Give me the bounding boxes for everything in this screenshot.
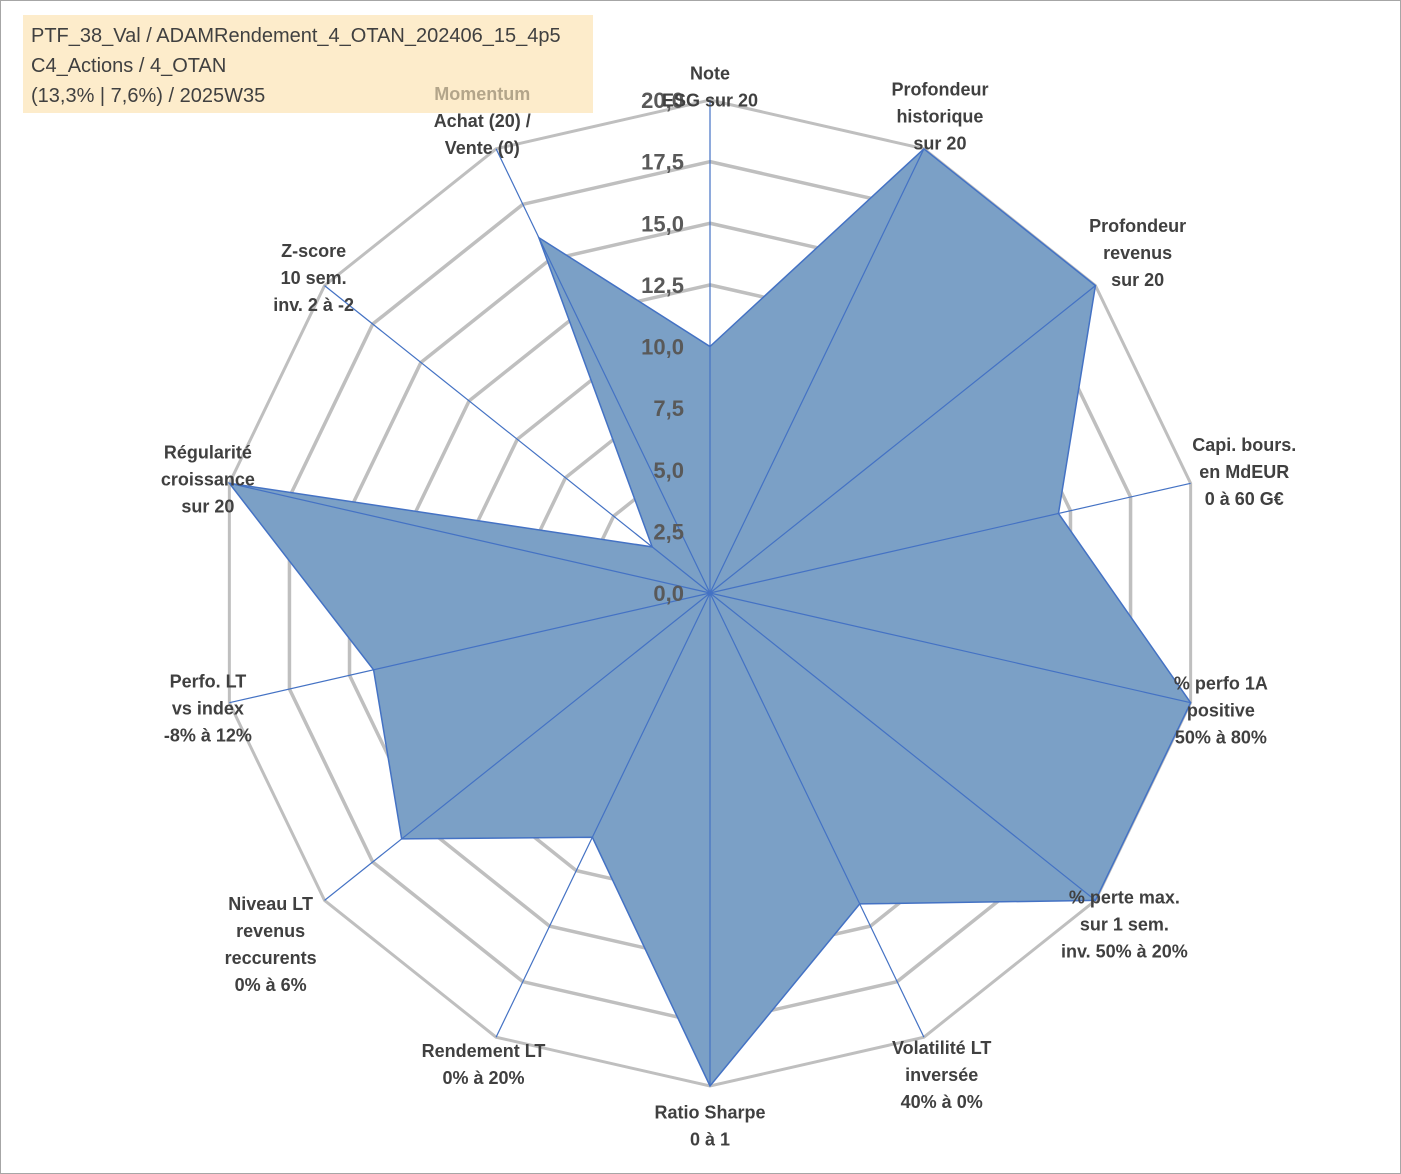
axis-label-line: historique bbox=[896, 106, 983, 126]
axis-label: Volatilité LT inversée 40% à 0% bbox=[892, 1038, 991, 1112]
axis-label-line: -8% à 12% bbox=[164, 726, 252, 746]
axis-label: Capi. bours. en MdEUR 0 à 60 G€ bbox=[1192, 435, 1296, 509]
axis-label-line: inv. 2 à -2 bbox=[273, 295, 354, 315]
axis-label-line: Régularité bbox=[164, 442, 252, 462]
tick-label: 17,5 bbox=[641, 150, 684, 175]
axis-spoke bbox=[709, 148, 925, 594]
info-line-2: C4_Actions / 4_OTAN bbox=[31, 55, 227, 77]
axis-label-line: Profondeur bbox=[1089, 216, 1186, 236]
axis-label-line: inv. 50% à 20% bbox=[1061, 941, 1188, 961]
axis-label-line: Niveau LT bbox=[228, 894, 313, 914]
axis-label: % perfo 1A positive 50% à 80% bbox=[1174, 674, 1268, 748]
axis-spoke bbox=[495, 592, 711, 1038]
axis-label-line: Perfo. LT bbox=[170, 672, 247, 692]
tick-label: 5,0 bbox=[653, 458, 684, 483]
axis-spoke bbox=[229, 592, 711, 704]
axis-label-line: Note bbox=[690, 64, 730, 84]
axis-label-line: positive bbox=[1187, 701, 1255, 721]
axis-label: Profondeur historique sur 20 bbox=[891, 79, 988, 153]
axis-label-line: Momentum bbox=[434, 84, 530, 104]
axis-label-line: 0 à 60 G€ bbox=[1205, 489, 1284, 509]
axis-label: Régularité croissance sur 20 bbox=[161, 442, 255, 516]
axis-label-line: sur 1 sem. bbox=[1080, 914, 1169, 934]
axis-label-line: ESG sur 20 bbox=[662, 91, 758, 111]
axis-label-line: croissance bbox=[161, 469, 255, 489]
axis-label: Note ESG sur 20 bbox=[662, 64, 758, 111]
axis-label: Perfo. LT vs index -8% à 12% bbox=[164, 672, 252, 746]
axis-label: Rendement LT 0% à 20% bbox=[422, 1041, 546, 1088]
axis-label-line: vs index bbox=[172, 699, 244, 719]
tick-label: 12,5 bbox=[641, 273, 684, 298]
axis-label-line: % perte max. bbox=[1069, 887, 1180, 907]
axis-spoke bbox=[709, 482, 1191, 594]
axis-label-line: en MdEUR bbox=[1199, 462, 1289, 482]
axis-label: % perte max. sur 1 sem. inv. 50% à 20% bbox=[1061, 887, 1188, 961]
axis-label-line: 0% à 6% bbox=[235, 975, 307, 995]
axis-spoke bbox=[324, 592, 711, 901]
axis-label-line: Vente (0) bbox=[445, 138, 520, 158]
axis-label-line: sur 20 bbox=[1111, 270, 1164, 290]
tick-label: 20,0 bbox=[641, 88, 684, 113]
tick-label: 10,0 bbox=[641, 335, 684, 360]
info-line-3: (13,3% | 7,6%) / 2025W35 bbox=[31, 85, 266, 107]
axis-label: Z-score 10 sem. inv. 2 à -2 bbox=[273, 241, 354, 315]
axis-label-line: sur 20 bbox=[913, 133, 966, 153]
axis-label-line: Volatilité LT bbox=[892, 1038, 991, 1058]
axis-label: Profondeur revenus sur 20 bbox=[1089, 216, 1186, 290]
axis-spoke bbox=[709, 285, 1096, 594]
axis-spoke bbox=[709, 592, 1191, 704]
axis-label-line: 0 à 1 bbox=[690, 1130, 730, 1150]
axis-label-line: Rendement LT bbox=[422, 1041, 546, 1061]
axis-label-line: Profondeur bbox=[891, 79, 988, 99]
axis-label-line: 40% à 0% bbox=[901, 1092, 983, 1112]
axis-spoke bbox=[495, 148, 711, 594]
tick-label: 15,0 bbox=[641, 211, 684, 236]
axis-label-line: Ratio Sharpe bbox=[654, 1103, 765, 1123]
axis-label-line: reccurents bbox=[225, 948, 317, 968]
axis-label: Ratio Sharpe 0 à 1 bbox=[654, 1103, 765, 1150]
tick-label: 0,0 bbox=[653, 581, 684, 606]
axis-label-line: Z-score bbox=[281, 241, 346, 261]
axis-label: Niveau LT revenus reccurents 0% à 6% bbox=[225, 894, 317, 995]
axis-spoke bbox=[324, 285, 711, 594]
axis-label-line: 10 sem. bbox=[281, 268, 347, 288]
axis-label-line: revenus bbox=[1103, 243, 1172, 263]
axis-spoke bbox=[229, 482, 711, 594]
tick-label: 7,5 bbox=[653, 396, 684, 421]
axis-label-line: Capi. bours. bbox=[1192, 435, 1296, 455]
axis-spoke bbox=[709, 592, 1096, 901]
axis-label-line: 50% à 80% bbox=[1175, 728, 1267, 748]
axis-label-line: Achat (20) / bbox=[434, 111, 531, 131]
axis-label-line: inversée bbox=[905, 1065, 978, 1085]
axis-label-line: revenus bbox=[236, 921, 305, 941]
axis-label-line: % perfo 1A bbox=[1174, 674, 1268, 694]
axis-spoke bbox=[709, 592, 925, 1038]
info-line-1: PTF_38_Val / ADAMRendement_4_OTAN_202406… bbox=[31, 25, 561, 47]
axis-label: Momentum Achat (20) / Vente (0) bbox=[434, 84, 531, 158]
portfolio-info-box: PTF_38_Val / ADAMRendement_4_OTAN_202406… bbox=[23, 15, 593, 113]
axis-label-line: sur 20 bbox=[181, 496, 234, 516]
axis-label-line: 0% à 20% bbox=[442, 1068, 524, 1088]
tick-label: 2,5 bbox=[653, 519, 684, 544]
